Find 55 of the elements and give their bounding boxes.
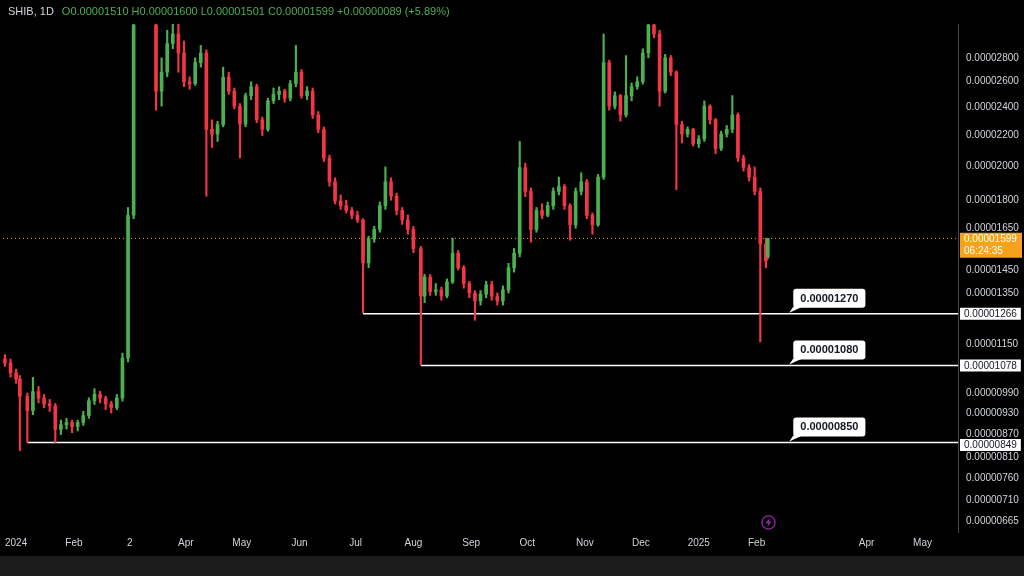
annotation: 0.00001080: [800, 343, 859, 356]
y-tick-label: 0.00000990: [966, 386, 1020, 398]
x-tick-label: 2: [127, 536, 134, 548]
candlestick: [64, 417, 69, 430]
ref-line-label: 0.00001599: [964, 233, 1018, 245]
candlestick: [210, 119, 214, 148]
x-tick-label: Apr: [858, 536, 876, 548]
candlestick: [624, 55, 628, 118]
candlestick: [98, 390, 102, 404]
y-tick-label: 0.00001150: [966, 338, 1019, 350]
y-tick-label: 0.00000870: [966, 428, 1020, 440]
x-tick-label: Aug: [404, 536, 423, 548]
candlestick: [680, 120, 684, 144]
x-tick-label: 2024: [5, 536, 28, 548]
x-tick-label: Jun: [291, 536, 308, 548]
y-tick-label: 0.00001450: [966, 263, 1020, 275]
y-tick-label: 0.00002600: [966, 75, 1020, 87]
candlestick: [389, 177, 393, 201]
y-tick-label: 0.00001650: [966, 222, 1020, 234]
candlestick: [154, 24, 158, 111]
y-tick-label: 0.00000930: [966, 406, 1020, 418]
chart-subtitle: O0.00001510 H0.00001600 L0.00001501 C0.00001599 +0.00000089 (+5.89%): [61, 5, 450, 17]
x-tick-label: Feb: [65, 536, 83, 548]
candlestick: [445, 278, 449, 299]
y-tick-label: 0.00000710: [966, 493, 1020, 505]
x-tick-label: 2025: [687, 536, 711, 548]
y-tick-label: 0.00002400: [966, 101, 1020, 113]
y-tick-label: 0.00002200: [966, 129, 1020, 141]
data-label: 0.00000849: [964, 439, 1018, 451]
y-tick-label: 0.00000760: [966, 471, 1020, 483]
x-tick-label: Jul: [349, 536, 362, 548]
candlestick: [361, 218, 365, 313]
x-tick-label: Oct: [519, 536, 536, 548]
x-tick-label: May: [232, 536, 252, 548]
data-label: 0.00001078: [964, 359, 1018, 371]
candlestick: [187, 76, 192, 90]
y-tick-label: 0.00001800: [966, 193, 1020, 205]
text: 06:24:35: [964, 245, 1004, 257]
annotation: 0.00001270: [800, 291, 859, 304]
candlestick: [652, 24, 656, 39]
x-tick-label: May: [913, 536, 933, 548]
y-tick-label: 0.00001350: [966, 286, 1020, 298]
x-tick-label: Sep: [462, 536, 481, 548]
x-tick-label: Nov: [576, 536, 594, 548]
x-tick-label: Dec: [632, 536, 650, 548]
y-tick-label: 0.00000810: [966, 451, 1020, 463]
data-label: 0.00001266: [964, 307, 1018, 319]
annotation: 0.00000850: [800, 420, 859, 433]
chart-title: SHIB, 1D: [8, 5, 54, 17]
y-tick-label: 0.00000665: [966, 514, 1020, 526]
candlestick: [182, 40, 186, 88]
y-tick-label: 0.00002000: [966, 160, 1020, 172]
y-tick-label: 0.00002800: [966, 51, 1020, 63]
x-tick-label: Feb: [747, 536, 766, 548]
x-tick-label: Apr: [178, 536, 195, 548]
